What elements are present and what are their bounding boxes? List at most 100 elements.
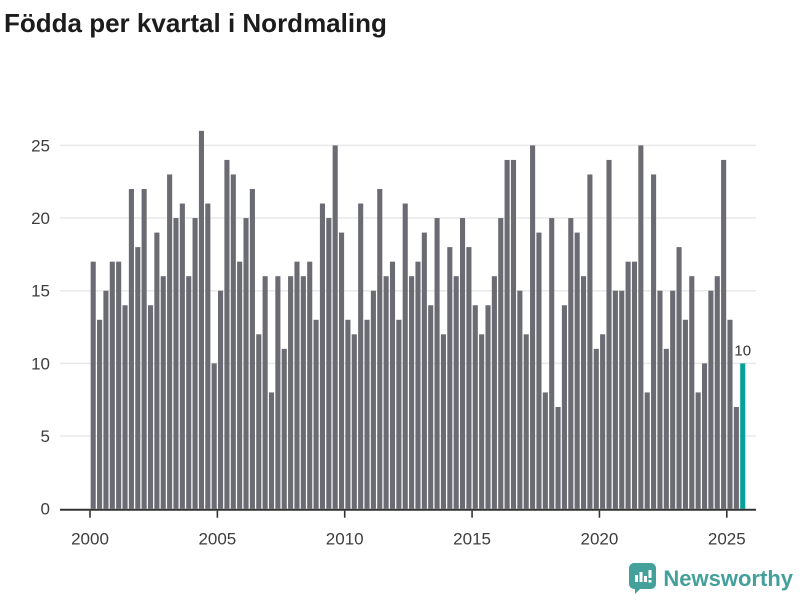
bar xyxy=(370,290,376,509)
bar xyxy=(167,174,173,509)
bar xyxy=(275,276,281,509)
bar xyxy=(300,276,306,509)
highlighted-bar xyxy=(740,363,746,509)
bar xyxy=(440,334,446,509)
bar xyxy=(466,247,472,509)
bar xyxy=(714,276,720,509)
logo-exclamation-stem xyxy=(648,570,652,578)
bar xyxy=(402,203,408,509)
bar xyxy=(542,392,548,509)
bar xyxy=(568,218,574,509)
bar xyxy=(351,334,357,509)
y-tick-label-15: 15 xyxy=(31,282,50,301)
bar xyxy=(657,290,663,509)
bar xyxy=(294,261,300,509)
bar xyxy=(90,261,96,509)
bar xyxy=(549,218,555,509)
bar xyxy=(224,159,230,509)
bar xyxy=(523,334,529,509)
bar xyxy=(116,261,122,509)
bar xyxy=(249,189,255,509)
bar xyxy=(345,319,351,509)
bar xyxy=(364,319,370,509)
bar xyxy=(676,247,682,509)
brand-name: Newsworthy xyxy=(663,565,793,591)
bar xyxy=(421,232,427,509)
x-tick-label-2010: 2010 xyxy=(326,530,364,549)
bar xyxy=(561,305,567,509)
bar xyxy=(268,392,275,509)
logo-bar-1 xyxy=(635,575,639,582)
bar xyxy=(230,174,236,509)
bar xyxy=(587,174,593,509)
bar xyxy=(498,218,504,509)
bar xyxy=(179,203,185,509)
bar-chart-bubble-icon xyxy=(629,563,657,594)
bar xyxy=(396,319,402,509)
bar xyxy=(708,290,714,509)
bar xyxy=(154,232,160,509)
bar xyxy=(644,392,650,509)
logo-exclamation-dot xyxy=(648,580,652,583)
bar xyxy=(695,392,701,509)
bar xyxy=(211,363,217,509)
bar xyxy=(479,334,485,509)
bar xyxy=(281,348,287,509)
bar xyxy=(663,348,669,509)
bar xyxy=(383,276,389,509)
y-tick-label-25: 25 xyxy=(31,136,50,155)
bar xyxy=(198,130,205,509)
bar xyxy=(186,276,192,509)
bar xyxy=(619,290,625,509)
bar xyxy=(128,189,134,509)
bar xyxy=(517,290,523,509)
bar xyxy=(409,276,415,509)
bar xyxy=(377,189,383,509)
bar xyxy=(574,232,580,509)
bar xyxy=(288,276,294,509)
chart-title: Födda per kvartal i Nordmaling xyxy=(4,8,387,38)
bar xyxy=(160,276,166,509)
x-tick-label-2005: 2005 xyxy=(198,530,236,549)
bar xyxy=(103,290,109,509)
bar xyxy=(555,406,561,509)
bar xyxy=(307,261,313,509)
bar xyxy=(689,276,695,509)
bar xyxy=(415,261,421,509)
y-tick-label-20: 20 xyxy=(31,209,50,228)
bar xyxy=(326,218,332,509)
bar xyxy=(434,218,440,509)
brand-footer: Newsworthy xyxy=(629,563,793,594)
bar xyxy=(358,203,364,509)
bar xyxy=(472,305,478,509)
bar xyxy=(651,174,657,509)
bar xyxy=(237,261,243,509)
bar xyxy=(727,319,733,509)
bar xyxy=(192,218,198,509)
bar xyxy=(670,290,676,509)
bar xyxy=(485,305,491,509)
bar xyxy=(147,305,154,509)
y-tick-label-10: 10 xyxy=(31,354,50,373)
x-tick-label-2025: 2025 xyxy=(708,530,746,549)
bar xyxy=(504,159,510,509)
bar xyxy=(332,145,338,509)
bar xyxy=(262,276,268,509)
bar xyxy=(536,232,542,509)
bar xyxy=(428,305,434,509)
bar xyxy=(682,319,688,509)
x-tick-label-2020: 2020 xyxy=(581,530,619,549)
bar xyxy=(141,189,147,509)
x-tick-label-2000: 2000 xyxy=(71,530,109,549)
bar xyxy=(612,290,618,509)
bar xyxy=(218,290,224,509)
bar xyxy=(313,319,319,509)
y-tick-label-0: 0 xyxy=(41,500,50,519)
x-tick-label-2015: 2015 xyxy=(453,530,491,549)
last-bar-value-label: 10 xyxy=(734,342,751,359)
bar xyxy=(97,319,103,509)
bar xyxy=(491,276,497,509)
bar xyxy=(530,145,536,509)
logo-bar-2 xyxy=(639,572,643,582)
